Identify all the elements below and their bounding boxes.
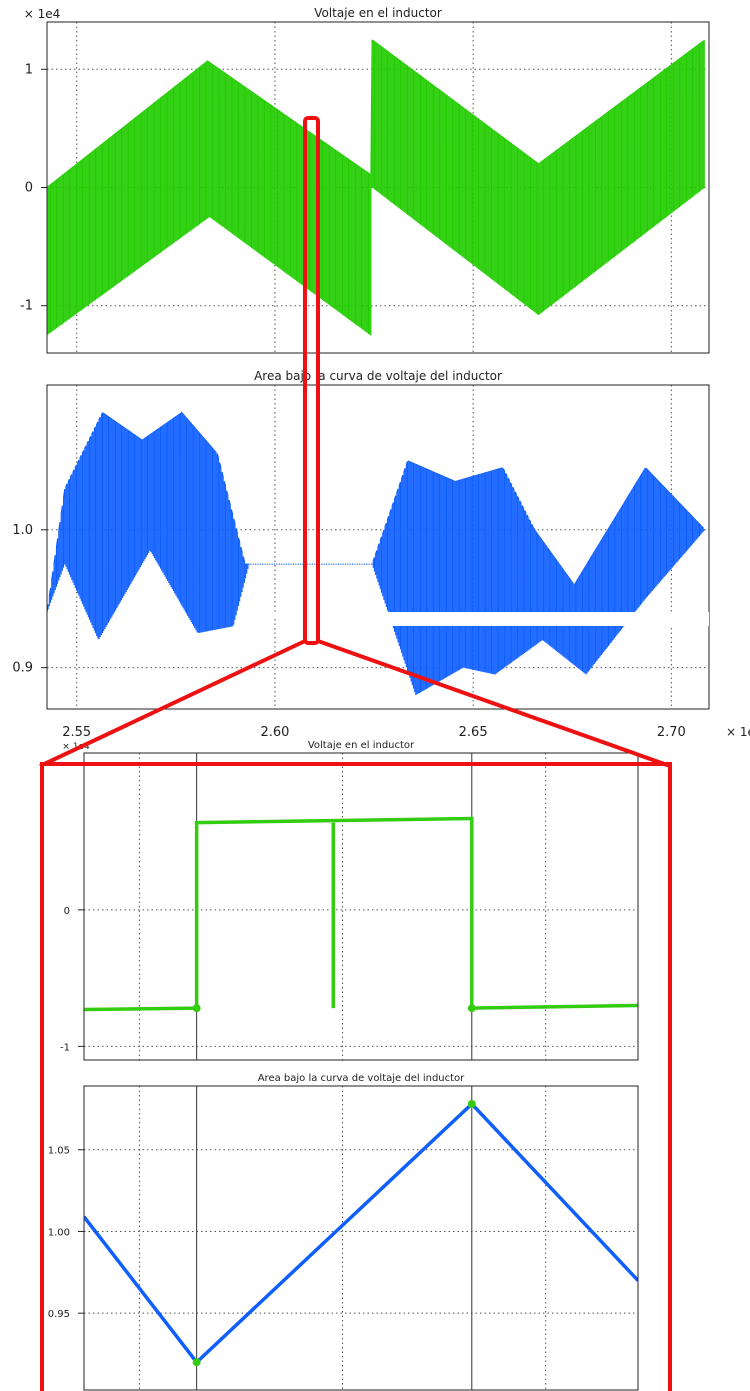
tv-ytick-label-2: 1 [25,62,33,77]
callout-line-right [317,639,671,768]
ta-gap-band [280,612,709,626]
ta-xtick-label-3: 2.70 [657,725,686,740]
tv-y-exponent: × 1e4 [24,7,61,21]
ta-xtick-label-1: 2.60 [260,725,289,740]
zoom-voltage-plot: Voltaje en el inductor× 1e4-10 [60,740,639,1061]
zv-grid [84,753,638,1060]
za-frame [83,1085,639,1391]
tv-title: Voltaje en el inductor [314,6,442,20]
top-voltage-plot: Voltaje en el inductor × 1e4 -1 0 1 [20,6,710,354]
za-marker-0 [192,1358,201,1367]
zv-series-line-0 [84,816,638,1012]
ta-gap-band-left [268,612,296,618]
tv-ytick-label-1: 0 [25,181,33,196]
callout-line-left [39,639,306,768]
zv-ytick-label-0: -1 [60,1042,70,1053]
za-ytick-label-0: 0.95 [48,1309,70,1320]
za-title: Area bajo la curva de voltaje del induct… [258,1073,465,1084]
ta-xtick-label-0: 2.55 [62,725,91,740]
zv-frame [83,752,639,1061]
za-ytick-label-1: 1.00 [48,1227,70,1238]
zv-ytick-label-1: 0 [64,906,70,917]
za-ytick-label-2: 1.05 [48,1146,70,1157]
ta-ytick-label-1: 1.0 [12,523,33,538]
ta-xtick-label-2: 2.65 [459,725,488,740]
tv-ytick-label-0: -1 [20,299,33,314]
tv-series-0 [47,39,705,336]
ta-x-exponent: × 1e-1 [726,725,750,739]
zoom-frame [40,762,672,1391]
zoom-area-plot: Area bajo la curva de voltaje del induct… [48,1073,639,1391]
za-grid [84,1086,638,1390]
highlight-window [303,116,320,645]
top-area-plot: Area bajo la curva de voltaje del induct… [12,369,750,740]
ta-frame [46,384,710,710]
za-marker-1 [467,1099,476,1108]
za-series-line-0 [84,1101,638,1365]
ta-series-0 [47,411,705,696]
ta-ytick-label-0: 0.9 [12,661,33,676]
zv-marker-0 [192,1004,201,1013]
ta-title: Area bajo la curva de voltaje del induct… [254,369,502,383]
zv-title: Voltaje en el inductor [308,740,415,751]
zoom-highlight [39,116,672,1391]
zv-marker-1 [467,1004,476,1013]
